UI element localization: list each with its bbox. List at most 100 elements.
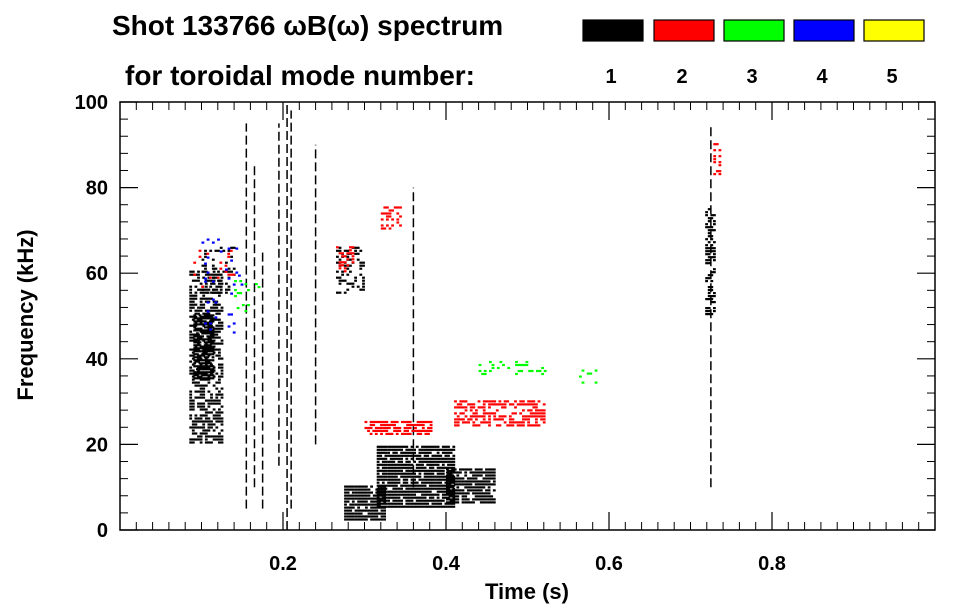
spectrum-point [451,495,454,498]
spectrum-point [449,478,453,481]
spectrum-point [206,329,210,332]
spectrum-point [452,502,456,505]
spectrum-point [529,403,533,406]
spectrum-point [201,359,204,362]
spectrum-point [434,484,437,487]
spectrum-point [707,208,711,211]
spectrum-point [367,512,371,515]
spectrum-point [351,261,355,264]
spectrum-point [211,258,215,261]
spectrum-point [189,372,193,375]
spectrum-point [447,472,450,475]
spectrum-point [203,320,207,323]
spectrum-point [397,502,401,505]
spectrum-point [449,448,453,451]
spectrum-point [423,472,427,475]
spectrum-point [423,493,427,496]
spectrum-point [444,487,448,490]
spectrum-point [202,339,206,342]
spectrum-point [451,480,454,483]
spectrum-point [222,249,226,252]
spectrum-point [215,288,219,291]
spectrum-point [257,286,261,289]
spectrum-point [400,499,403,502]
spectrum-point [220,411,224,414]
y-tick-label: 20 [86,434,108,456]
spectrum-point [405,484,409,487]
spectrum-point [385,426,389,430]
spectrum-point [191,405,195,408]
spectrum-point [477,474,481,477]
spectrum-point [198,347,202,350]
spectrum-point [204,262,207,265]
spectrum-point [466,483,470,486]
spectrum-point [410,448,414,451]
spectrum-point [362,500,366,503]
spectrum-point [210,423,213,426]
spectrum-point [511,421,515,424]
spectrum-point [469,501,473,504]
spectrum-point [197,270,200,273]
spectrum-point [469,406,473,409]
spectrum-point [418,502,422,505]
spectrum-point [232,273,236,276]
spectrum-point [370,485,373,488]
spectrum-point [204,264,207,267]
spectrum-point [485,474,488,477]
spectrum-point [421,423,425,427]
spectrum-point [359,249,363,252]
spectrum-point [379,499,383,502]
spectrum-point [201,241,205,244]
spectrum-point [204,255,207,258]
spectrum-point [448,474,452,477]
spectrum-point [351,258,355,261]
spectrum-point [514,412,517,415]
spectrum-point [346,494,350,497]
spectrum-point [472,412,476,415]
spectrum-point [511,412,515,415]
spectrum-point [397,487,401,490]
spectrum-point [423,481,427,484]
spectrum-point [211,359,215,362]
spectrum-point [449,493,453,496]
spectrum-point [381,487,385,490]
spectrum-point [439,454,443,457]
spectrum-point [413,481,416,484]
spectrum-point [196,371,199,374]
spectrum-point [495,418,499,421]
spectrum-point [189,438,193,441]
spectrum-point [431,457,435,460]
spectrum-point [204,351,208,354]
spectrum-point [207,405,211,408]
spectrum-point [225,261,228,264]
spectrum-point [384,496,388,499]
spectrum-point [191,324,195,327]
spectrum-point [220,438,224,441]
spectrum-point [212,414,216,417]
spectrum-point [376,445,380,448]
series-2-region-3 [380,206,402,230]
spectrum-point [218,375,221,378]
spectrum-point [207,426,211,429]
spectrum-point [519,403,523,406]
spectrum-point [707,262,711,265]
spectrum-point [376,475,380,478]
series-1-region-3 [344,485,386,521]
spectrum-point [202,306,206,309]
spectrum-point [207,378,211,381]
spectrum-point [376,472,380,475]
spectrum-point [710,217,714,220]
spectrum-point [454,418,457,421]
spectrum-point [209,314,212,317]
spectrum-point [359,509,363,512]
spectrum-point [216,276,220,279]
spectrum-point [418,478,422,481]
spectrum-point [377,429,381,432]
spectrum-point [210,342,213,345]
spectrum-point [232,267,236,270]
spectrum-point [479,483,483,486]
spectrum-point [488,406,491,409]
spectrum-point [405,448,409,451]
spectrum-point [370,506,373,509]
